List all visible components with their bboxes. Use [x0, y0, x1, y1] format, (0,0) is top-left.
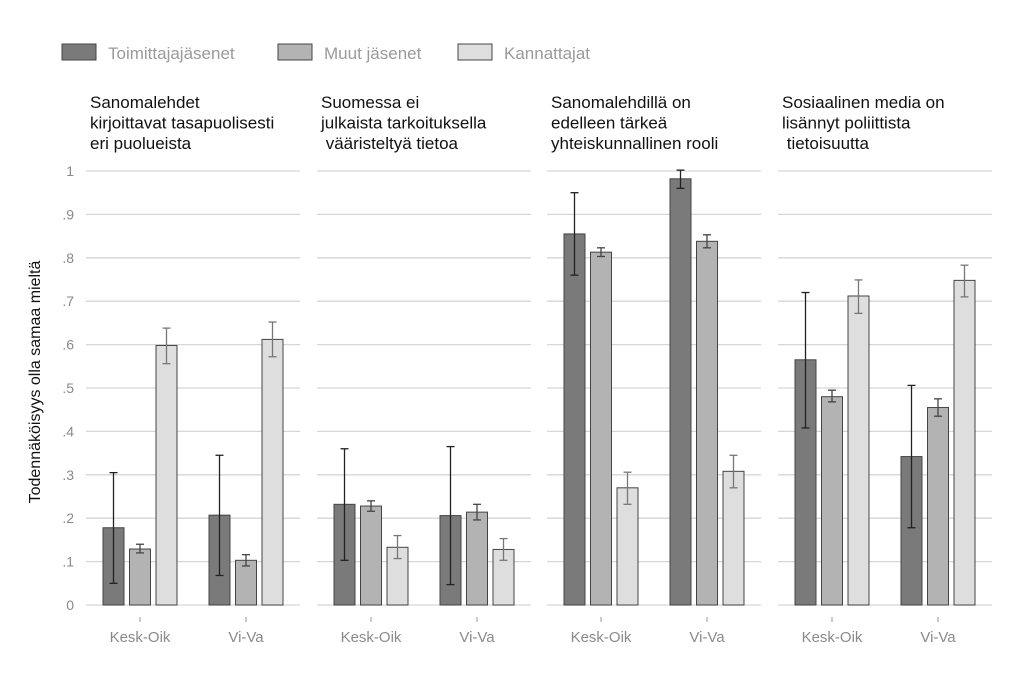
legend: Toimittajajäsenet Muut jäsenet Kannattajat [61, 43, 590, 63]
legend-swatch [277, 43, 313, 61]
panel-title-line: eri puolueista [90, 134, 192, 153]
panel-title-line: lisännyt poliittista [782, 114, 911, 133]
bar [466, 511, 488, 606]
error-bar [446, 445, 455, 586]
panel-title-line: vääristeltyä tietoa [321, 134, 459, 153]
x-tick-label: Kesk-Oik [802, 629, 863, 646]
error-bar [729, 454, 738, 489]
error-bar [676, 169, 685, 190]
panel-title-line: Sanomalehdet [90, 93, 200, 112]
bar [261, 338, 284, 606]
error-bar [367, 500, 375, 512]
legend-swatch [457, 43, 493, 61]
error-bar [268, 321, 277, 358]
bar [722, 470, 745, 606]
panel-title-line: edelleen tärkeä [551, 114, 668, 133]
y-tick-label: .9 [62, 206, 74, 222]
bar [847, 295, 870, 606]
error-bar [215, 454, 224, 577]
error-bar [960, 264, 969, 298]
x-tick-label: Vi-Va [920, 629, 956, 646]
error-bar [340, 448, 349, 561]
panel-3: Sanomalehdillä on edelleen tärkeäyhteisku… [547, 93, 761, 646]
panel-title-line: julkaista tarkoituksella [320, 114, 487, 133]
error-bar [854, 279, 863, 315]
x-tick-label: Vi-Va [689, 629, 725, 646]
y-tick-label: 1 [66, 163, 74, 179]
panels: 0 .1 .2 .3 .4 .5 .6 .7 .8 .9 1 Sanomalehdet kirjoitt… [62, 93, 992, 646]
bar [360, 505, 382, 606]
y-tick-label: .5 [62, 380, 74, 396]
y-tick-label: .1 [62, 554, 74, 570]
panel-1: Sanomalehdet kirjoittavat tasapuolisestie… [86, 93, 300, 646]
legend-label: Kannattajat [504, 44, 590, 63]
y-tick-label: .4 [62, 423, 74, 439]
panel-title-line: yhteiskunnallinen rooli [551, 134, 718, 153]
x-tick-label: Vi-Va [459, 629, 495, 646]
error-bar [801, 291, 810, 429]
bar [696, 240, 718, 606]
y-tick-label: 0 [66, 597, 74, 613]
bar [927, 407, 949, 606]
x-tick-label: Vi-Va [228, 629, 264, 646]
bar [155, 344, 178, 606]
panel-title-line: kirjoittavat tasapuolisesti [90, 114, 274, 133]
error-bar [473, 503, 481, 521]
x-tick-label: Kesk-Oik [110, 629, 171, 646]
error-bar [499, 537, 508, 561]
error-bar [828, 389, 836, 403]
x-tick-label: Kesk-Oik [341, 629, 402, 646]
y-tick-label: .2 [62, 510, 74, 526]
error-bar [934, 398, 942, 417]
bar [669, 178, 692, 606]
error-bar [393, 534, 402, 560]
panel-title-line: tietoisuutta [782, 134, 869, 153]
bar [821, 396, 843, 606]
legend-swatch [61, 43, 97, 61]
error-bar [703, 234, 711, 249]
panel-title-line: Sosiaalinen media on [782, 93, 945, 112]
y-tick-label: .8 [62, 250, 74, 266]
bar [129, 548, 151, 606]
error-bar [242, 554, 250, 567]
y-axis-label: Todennäköisyys olla samaa mieltä [27, 261, 44, 504]
panel-2: Suomessa ei julkaista tarkoituksella väär… [317, 93, 531, 646]
legend-label: Muut jäsenet [324, 44, 422, 63]
y-tick-label: .3 [62, 467, 74, 483]
panel-4: Sosiaalinen media on lisännyt poliittista… [778, 93, 992, 646]
bar [953, 279, 976, 606]
y-tick-label: .7 [62, 293, 74, 309]
error-bar [623, 471, 632, 505]
legend-label: Toimittajajäsenet [108, 44, 235, 63]
error-bar [109, 471, 118, 584]
panel-title-line: Suomessa ei [321, 93, 419, 112]
error-bar [136, 543, 144, 554]
error-bar [570, 192, 579, 276]
bar [235, 559, 257, 606]
error-bar [597, 247, 605, 258]
bar [590, 251, 612, 606]
error-bar [162, 327, 171, 365]
error-bar [907, 384, 916, 529]
bar [563, 233, 586, 606]
bar [616, 487, 639, 606]
y-tick-label: .6 [62, 337, 74, 353]
x-tick-label: Kesk-Oik [571, 629, 632, 646]
panel-title-line: Sanomalehdillä on [551, 93, 691, 112]
